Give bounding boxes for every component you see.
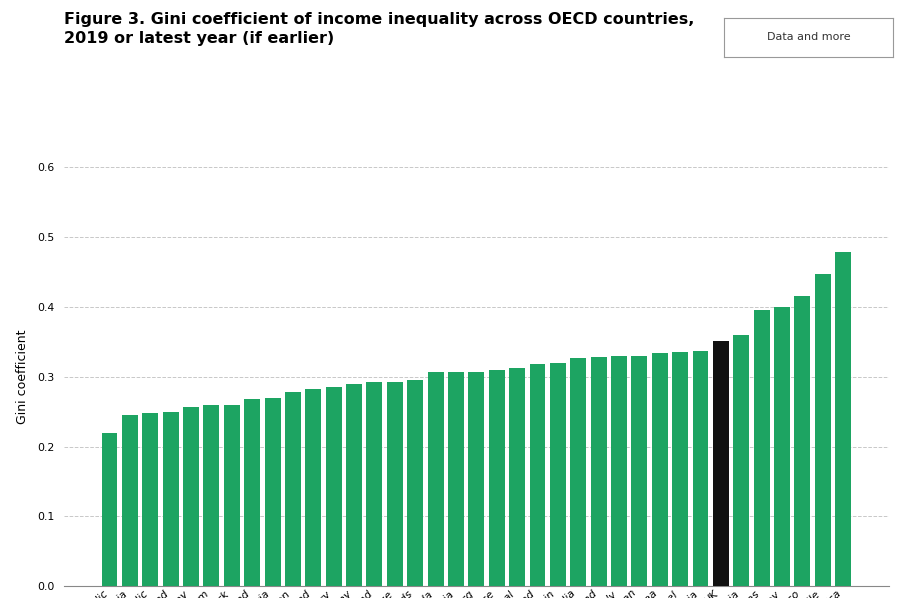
Bar — [346, 385, 362, 586]
Bar — [224, 405, 240, 586]
Bar — [489, 370, 505, 586]
Bar — [713, 341, 729, 586]
Bar — [326, 386, 342, 586]
Bar — [387, 382, 403, 586]
Bar — [550, 363, 566, 586]
Bar — [631, 356, 648, 586]
Bar — [448, 372, 463, 586]
Bar — [835, 252, 851, 586]
Bar — [468, 372, 485, 586]
Bar — [571, 358, 586, 586]
Bar — [183, 407, 199, 586]
Y-axis label: Gini coefficient: Gini coefficient — [16, 329, 28, 424]
Bar — [734, 335, 749, 586]
Bar — [591, 357, 606, 586]
Bar — [163, 413, 179, 586]
Bar — [366, 382, 382, 586]
Bar — [774, 307, 790, 586]
Bar — [611, 356, 627, 586]
Bar — [265, 398, 280, 586]
Bar — [305, 389, 322, 586]
Bar — [142, 413, 158, 586]
Text: Figure 3. Gini coefficient of income inequality across OECD countries,
2019 or l: Figure 3. Gini coefficient of income ine… — [64, 12, 694, 45]
Text: Data and more: Data and more — [767, 32, 850, 42]
Bar — [692, 351, 708, 586]
Bar — [672, 352, 688, 586]
Bar — [509, 368, 525, 586]
Bar — [408, 380, 423, 586]
Bar — [203, 405, 219, 586]
Bar — [245, 399, 260, 586]
Bar — [794, 296, 811, 586]
Bar — [814, 274, 831, 586]
Bar — [102, 432, 117, 586]
Bar — [428, 372, 443, 586]
Bar — [754, 310, 769, 586]
Bar — [122, 415, 138, 586]
Bar — [285, 392, 300, 586]
Bar — [652, 353, 668, 586]
Bar — [529, 364, 545, 586]
